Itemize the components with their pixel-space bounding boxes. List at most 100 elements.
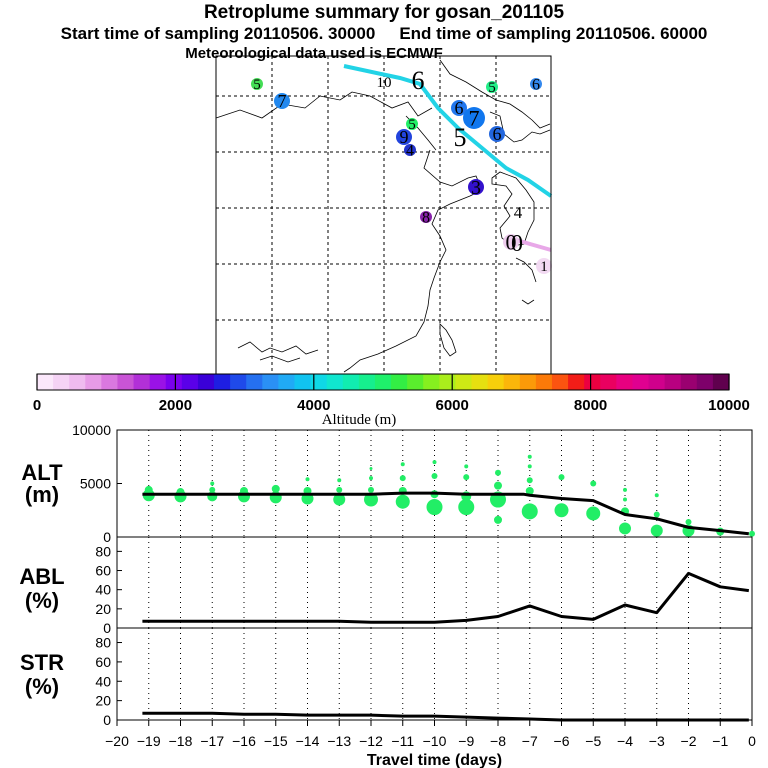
x-axis: −20 −19 −18 −17 −16 −15 −14 −13 −12 −11 −10 −9 −8 −7−…: [105, 720, 756, 768]
panel-label-alt: ALT: [21, 460, 63, 485]
y-tick-label: 10000: [72, 422, 111, 438]
scatter-point: [144, 485, 153, 494]
map-marker-dot: [503, 234, 519, 250]
scatter-point: [521, 503, 538, 520]
scatter-point: [749, 530, 755, 537]
map-marker-label: 10: [377, 75, 392, 91]
time-series-panels: 0500010000ALT(m)020406080ABL(%)020406080…: [19, 422, 756, 768]
panel-unit-str: (%): [25, 674, 59, 699]
colorbar-swatch: [712, 374, 730, 390]
x-tick-label: −10: [423, 733, 447, 749]
map-marker-dot: [251, 78, 263, 90]
y-tick-label: 40: [95, 673, 111, 689]
map-marker-label: 5: [253, 77, 261, 93]
scatter-point: [654, 493, 659, 498]
colorbar-swatch: [69, 374, 86, 390]
map-marker-dot: [274, 93, 290, 109]
map-marker-label: 7: [469, 105, 480, 130]
x-tick-label: −13: [327, 733, 351, 749]
panel-unit-abl: (%): [25, 588, 59, 613]
scatter-point: [494, 515, 502, 524]
scatter-point: [494, 481, 502, 490]
map-marker-label: 4: [514, 203, 523, 222]
colorbar-swatch: [197, 374, 215, 390]
scatter-point: [369, 476, 373, 481]
scatter-point: [399, 475, 406, 482]
x-tick-label: −9: [458, 733, 474, 749]
y-tick-label: 40: [95, 582, 111, 598]
map-marker-label: 3: [471, 177, 481, 199]
scatter-point: [558, 474, 565, 481]
colorbar-swatch: [278, 374, 296, 390]
colorbar-swatch: [165, 374, 183, 390]
colorbar-swatch: [310, 374, 328, 390]
map-marker-label: 6: [493, 124, 502, 144]
panel-label-str: STR: [20, 650, 64, 675]
scatter-point: [463, 474, 470, 481]
colorbar-swatch: [487, 374, 505, 390]
x-tick-label: −15: [264, 733, 288, 749]
colorbar-swatch: [423, 374, 440, 390]
x-tick-label: −6: [554, 733, 570, 749]
x-tick-label: −18: [169, 733, 193, 749]
scatter-point: [336, 486, 343, 493]
map-marker-label: 5: [454, 123, 467, 152]
map-marker-label: 0: [506, 229, 517, 254]
colorbar-swatch: [551, 374, 569, 390]
colorbar-swatch: [149, 374, 167, 390]
colorbar-swatch: [455, 374, 473, 390]
map-marker-dot: [420, 211, 432, 223]
map-marker-dot: [463, 107, 485, 129]
map-grid: [216, 56, 551, 374]
colorbar-swatch: [374, 374, 392, 390]
colorbar-swatch: [246, 374, 263, 390]
colorbar-swatch: [230, 374, 247, 390]
scatter-point: [525, 486, 534, 495]
x-axis-label: Travel time (days): [367, 752, 502, 768]
colorbar-swatch: [632, 374, 650, 390]
colorbar-swatch: [584, 374, 601, 390]
y-tick-label: 80: [95, 635, 111, 651]
scatter-point: [458, 499, 475, 516]
y-tick-label: 5000: [80, 476, 111, 492]
scatter-point: [369, 467, 373, 471]
series-line-str: [142, 711, 749, 722]
panel-abl: 0 20 40 60 80 ABL(%): [19, 536, 753, 636]
y-tick-label: 60: [95, 654, 111, 670]
scatter-point: [495, 469, 501, 476]
colorbar-swatch: [214, 374, 231, 390]
colorbar-tick-label: 8000: [574, 397, 607, 414]
scatter-point: [527, 454, 532, 459]
map-marker-label: 6: [532, 76, 540, 93]
colorbar-label: Altitude (m): [322, 412, 397, 428]
x-tick-label: −16: [232, 733, 256, 749]
scatter-point: [685, 519, 692, 526]
colorbar-swatch: [471, 374, 489, 390]
colorbar-swatch: [519, 374, 537, 390]
colorbar-swatch: [53, 374, 70, 390]
colorbar-swatch: [600, 374, 617, 390]
x-tick-label: −12: [359, 733, 383, 749]
scatter-point: [527, 464, 532, 469]
colorbar-swatch: [262, 374, 279, 390]
x-tick-label: −2: [681, 733, 697, 749]
y-tick-label: 0: [103, 529, 111, 545]
colorbar-tick-label: 2000: [159, 397, 192, 414]
end-time-label: End time of sampling 20110506. 60000: [399, 24, 708, 43]
colorbar-swatch: [616, 374, 634, 390]
map-marker-dot: [486, 81, 498, 93]
map-marker-dot: [489, 126, 505, 142]
colorbar-swatch: [342, 374, 360, 390]
y-tick-label: 20: [95, 693, 111, 709]
map-marker-label: 6: [412, 66, 425, 95]
scatter-point: [305, 477, 310, 482]
panel-str: 0 20 40 60 80 STR(%): [20, 627, 753, 728]
map-marker-label: 6: [455, 98, 464, 118]
x-tick-label: −20: [105, 733, 129, 749]
scatter-point: [623, 497, 627, 502]
map-marker-label: 1: [540, 259, 548, 275]
series-line-alt: [142, 491, 749, 536]
colorbar-swatch: [391, 374, 408, 390]
